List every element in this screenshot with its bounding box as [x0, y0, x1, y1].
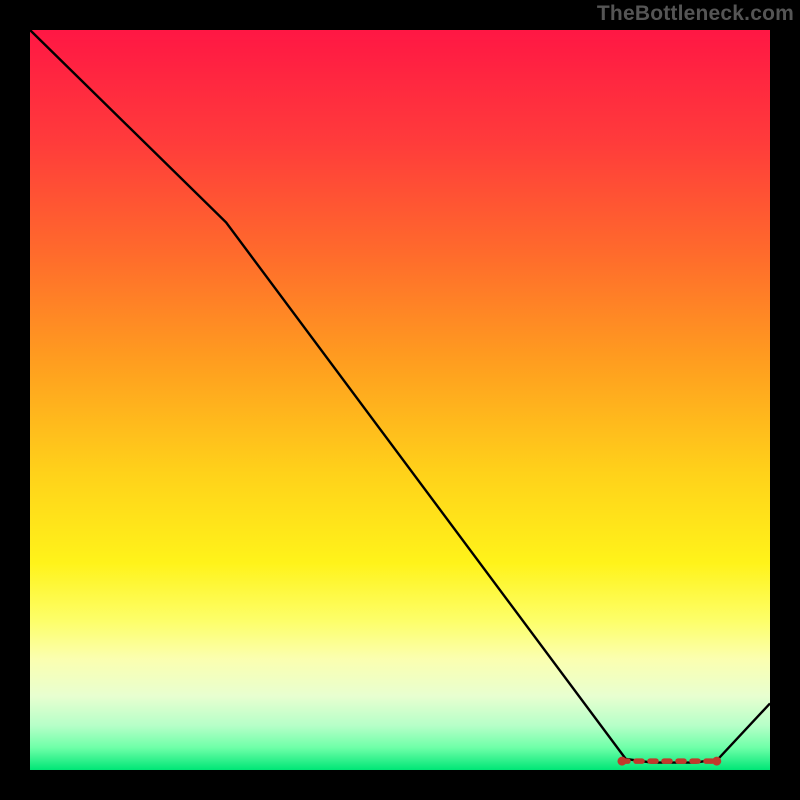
watermark-text: TheBottleneck.com [597, 2, 794, 26]
plot-gradient-background [30, 30, 770, 770]
bottleneck-chart [0, 0, 800, 800]
chart-container: { "watermark": { "text": "TheBottleneck.… [0, 0, 800, 800]
